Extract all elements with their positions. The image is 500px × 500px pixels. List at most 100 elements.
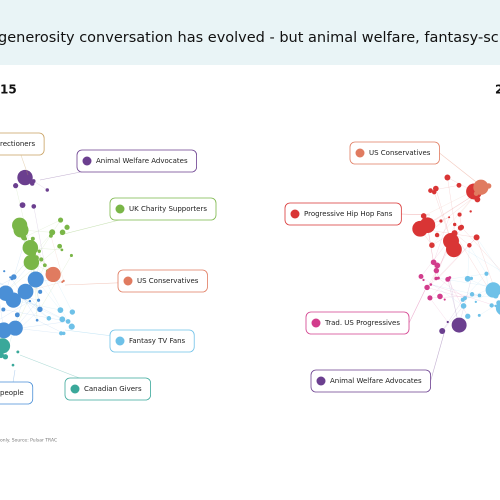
edge <box>430 284 496 307</box>
node <box>439 219 443 223</box>
node <box>13 222 29 238</box>
label-text: Trad. US Progressives <box>324 319 400 327</box>
node <box>29 181 35 186</box>
node <box>433 267 440 274</box>
label-dot <box>123 276 133 286</box>
label-text: rectioners <box>0 140 35 148</box>
node <box>57 307 64 313</box>
node <box>13 183 19 189</box>
node <box>422 278 425 282</box>
label-dot <box>290 209 300 219</box>
node <box>427 295 433 301</box>
connector <box>408 289 426 324</box>
node <box>428 188 433 193</box>
node <box>0 322 12 339</box>
node <box>446 320 449 324</box>
node <box>69 253 73 258</box>
labels: rectioners Animal Welfare Advocates UK Cha… <box>0 132 481 405</box>
node <box>489 303 494 308</box>
node <box>445 276 451 282</box>
edge <box>23 219 61 238</box>
edge <box>33 206 46 266</box>
label-frame <box>109 197 217 221</box>
label-frame <box>109 329 195 353</box>
node <box>64 224 70 230</box>
node <box>9 276 12 279</box>
node <box>59 331 64 336</box>
node <box>433 185 439 192</box>
node <box>439 328 446 335</box>
node <box>60 248 64 252</box>
panel-heading: 15 <box>0 83 17 97</box>
node <box>17 169 33 186</box>
node <box>59 229 66 236</box>
node <box>3 270 6 273</box>
node <box>5 292 22 308</box>
node <box>50 271 54 275</box>
node <box>11 363 15 367</box>
label-box: Fantasy TV Fans <box>64 329 195 353</box>
node <box>418 274 424 279</box>
label-dot <box>355 148 365 158</box>
footer: only. Source: Pulsar TRAC <box>0 438 57 444</box>
label-box: Animal Welfare Advocates <box>39 149 197 181</box>
edge <box>464 295 480 299</box>
edge <box>15 327 62 334</box>
node <box>469 276 474 280</box>
edge <box>447 177 455 225</box>
edge <box>433 217 450 263</box>
node <box>57 217 64 223</box>
edge <box>447 279 460 326</box>
edge <box>431 193 477 246</box>
node <box>419 217 436 234</box>
node <box>451 230 458 237</box>
title-band <box>0 0 500 65</box>
node <box>61 280 64 284</box>
node <box>68 323 75 330</box>
label-text: Animal Welfare Advocates <box>96 157 188 165</box>
label-dot <box>115 336 125 346</box>
node <box>458 324 462 328</box>
node <box>65 319 71 324</box>
edge <box>435 188 452 242</box>
node <box>492 285 496 289</box>
node <box>39 257 44 262</box>
label-box: Progressive Hip Hop Fans <box>284 202 431 226</box>
edge <box>15 185 31 248</box>
label-dot <box>311 318 321 328</box>
edge <box>431 192 480 231</box>
node <box>473 179 489 195</box>
node <box>469 210 472 213</box>
node <box>0 338 11 354</box>
node <box>453 222 457 227</box>
node <box>28 299 32 303</box>
label-frame <box>0 381 34 405</box>
edge <box>438 277 466 299</box>
node <box>464 275 471 282</box>
label-dot <box>316 376 326 386</box>
edge <box>0 303 4 331</box>
node <box>27 271 44 288</box>
panel-heading: 2 <box>495 83 500 97</box>
edge <box>0 300 31 320</box>
label-frame <box>310 369 431 393</box>
label-frame <box>349 141 440 165</box>
edge <box>427 193 477 226</box>
node <box>37 249 41 253</box>
node <box>459 224 465 230</box>
label-frame <box>76 149 197 173</box>
edge <box>13 299 61 311</box>
node <box>494 304 497 308</box>
label-box: UK Charity Supporters <box>59 197 217 236</box>
edge <box>442 299 463 332</box>
label-text: Animal Welfare Advocates <box>330 377 422 385</box>
edge <box>3 309 69 322</box>
node <box>484 271 489 276</box>
edge <box>33 180 48 191</box>
label-dot <box>70 384 80 394</box>
edge <box>476 237 500 273</box>
edge <box>429 279 448 299</box>
node <box>465 313 471 319</box>
label-box: Animal Welfare Advocates <box>310 329 446 393</box>
